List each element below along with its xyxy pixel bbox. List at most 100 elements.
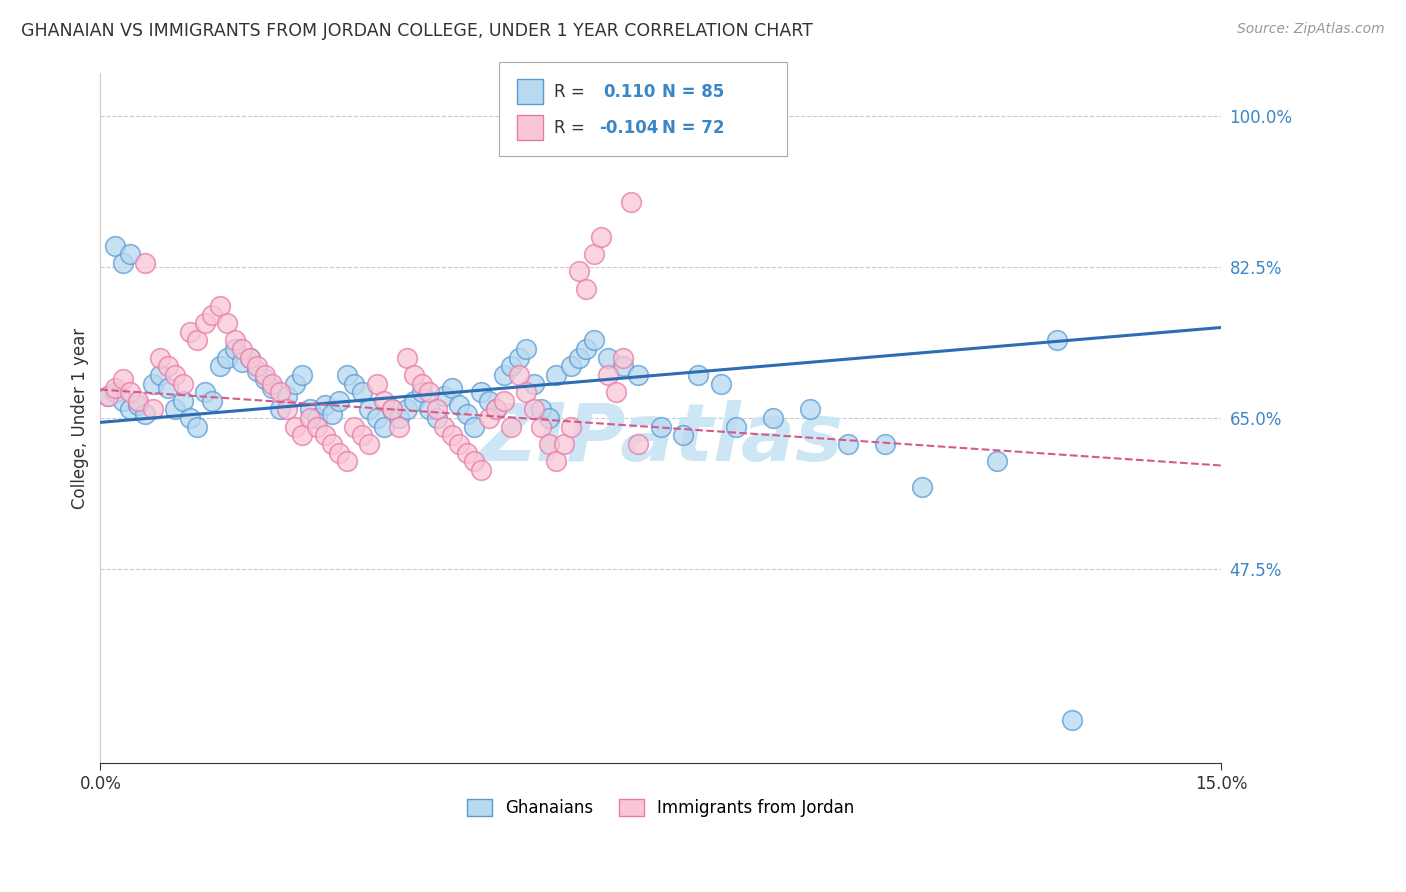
Point: [568, 351, 591, 365]
Point: [149, 368, 172, 382]
Point: [359, 437, 381, 451]
Point: [598, 351, 620, 365]
Point: [523, 376, 546, 391]
Text: GHANAIAN VS IMMIGRANTS FROM JORDAN COLLEGE, UNDER 1 YEAR CORRELATION CHART: GHANAIAN VS IMMIGRANTS FROM JORDAN COLLE…: [21, 22, 813, 40]
Point: [724, 419, 747, 434]
Point: [217, 316, 239, 330]
Point: [537, 411, 560, 425]
Point: [411, 376, 433, 391]
Text: -0.104: -0.104: [599, 119, 658, 136]
Point: [537, 437, 560, 451]
Point: [388, 411, 411, 425]
Point: [201, 308, 224, 322]
Point: [447, 398, 470, 412]
Point: [605, 385, 627, 400]
Point: [253, 368, 276, 382]
Point: [470, 463, 492, 477]
Point: [314, 398, 336, 412]
Point: [307, 419, 329, 434]
Point: [873, 437, 896, 451]
Text: R =: R =: [554, 119, 591, 136]
Point: [589, 230, 612, 244]
Point: [560, 359, 582, 374]
Point: [350, 428, 373, 442]
Point: [262, 381, 284, 395]
Point: [97, 389, 120, 403]
Point: [321, 437, 343, 451]
Point: [1046, 334, 1069, 348]
Point: [404, 368, 426, 382]
Point: [194, 316, 217, 330]
Point: [501, 419, 523, 434]
Point: [515, 385, 537, 400]
Point: [104, 238, 127, 252]
Point: [388, 419, 411, 434]
Point: [381, 402, 404, 417]
Point: [530, 402, 553, 417]
Point: [111, 393, 134, 408]
Point: [350, 385, 373, 400]
Point: [231, 355, 253, 369]
Point: [395, 402, 418, 417]
Point: [404, 393, 426, 408]
Point: [1060, 713, 1083, 727]
Point: [508, 351, 530, 365]
Point: [627, 368, 650, 382]
Point: [485, 402, 508, 417]
Point: [433, 389, 456, 403]
Point: [672, 428, 695, 442]
Point: [298, 411, 321, 425]
Point: [343, 419, 366, 434]
Point: [269, 385, 291, 400]
Point: [373, 419, 395, 434]
Point: [553, 437, 575, 451]
Point: [582, 334, 605, 348]
Point: [127, 398, 149, 412]
Point: [224, 342, 246, 356]
Point: [470, 385, 492, 400]
Point: [156, 359, 179, 374]
Point: [291, 368, 314, 382]
Point: [426, 411, 449, 425]
Point: [508, 368, 530, 382]
Point: [411, 385, 433, 400]
Point: [172, 393, 194, 408]
Point: [620, 195, 643, 210]
Point: [650, 419, 672, 434]
Text: N = 85: N = 85: [662, 83, 724, 101]
Point: [276, 389, 298, 403]
Point: [246, 363, 269, 377]
Point: [127, 393, 149, 408]
Point: [134, 407, 156, 421]
Point: [291, 428, 314, 442]
Point: [381, 402, 404, 417]
Point: [284, 376, 307, 391]
Point: [575, 342, 598, 356]
Point: [239, 351, 262, 365]
Point: [231, 342, 253, 356]
Point: [546, 368, 568, 382]
Point: [911, 480, 934, 494]
Point: [194, 385, 217, 400]
Point: [440, 428, 463, 442]
Point: [336, 454, 359, 468]
Point: [120, 402, 142, 417]
Point: [142, 402, 165, 417]
Point: [447, 437, 470, 451]
Point: [201, 393, 224, 408]
Point: [373, 393, 395, 408]
Point: [179, 411, 201, 425]
Text: Source: ZipAtlas.com: Source: ZipAtlas.com: [1237, 22, 1385, 37]
Point: [307, 411, 329, 425]
Point: [492, 393, 515, 408]
Point: [111, 372, 134, 386]
Point: [612, 359, 634, 374]
Point: [246, 359, 269, 374]
Point: [239, 351, 262, 365]
Point: [284, 419, 307, 434]
Text: R =: R =: [554, 83, 595, 101]
Point: [523, 402, 546, 417]
Point: [165, 368, 187, 382]
Point: [165, 402, 187, 417]
Point: [298, 402, 321, 417]
